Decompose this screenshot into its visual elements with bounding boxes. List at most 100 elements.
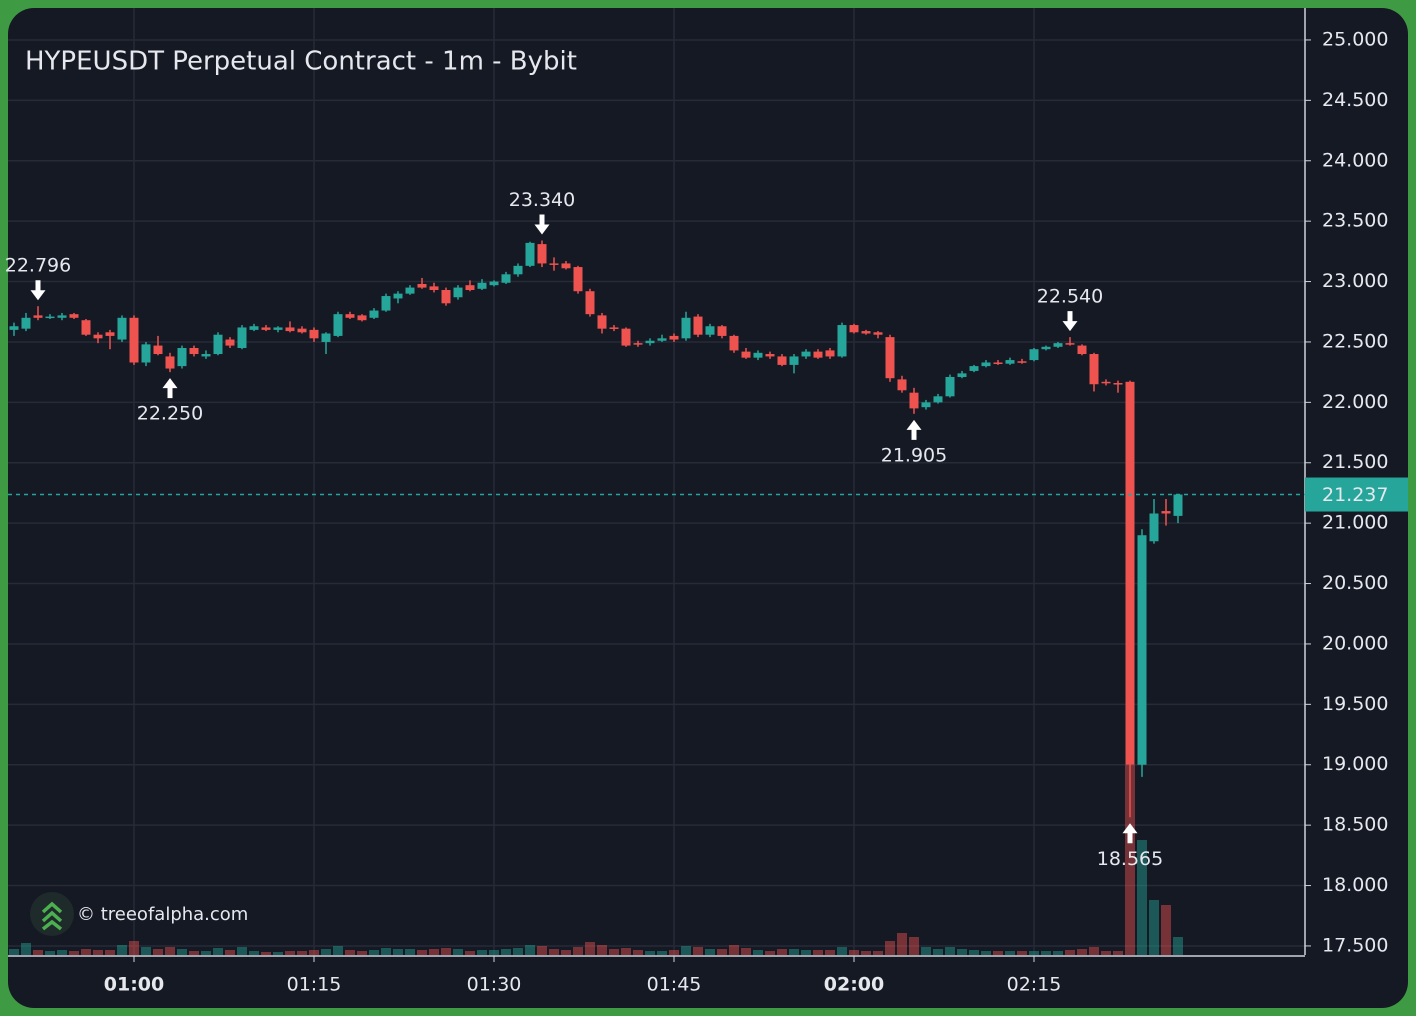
candle-body	[381, 296, 391, 311]
volume-bar	[717, 949, 727, 955]
candle-body	[705, 326, 715, 335]
candle-body	[489, 281, 499, 286]
volume-bar	[933, 949, 943, 955]
volume-bar	[201, 951, 211, 955]
volume-bar	[189, 951, 199, 955]
candle-body	[585, 291, 595, 315]
candle-body	[741, 351, 751, 358]
candle-body	[441, 290, 451, 304]
volume-bar	[993, 951, 1003, 955]
volume-bar	[93, 950, 103, 955]
candle-body	[333, 314, 343, 336]
candle-body	[465, 285, 475, 291]
candle-body	[129, 317, 139, 363]
candle-body	[429, 286, 439, 291]
candle-body	[753, 352, 763, 358]
last-price-label: 21.237	[1322, 484, 1388, 506]
volume-bar	[741, 948, 751, 955]
candle-body	[237, 327, 247, 348]
axes: 17.500 18.000 18.500 19.000 19.500 20.000 20.5…	[8, 28, 1408, 996]
candle-body	[33, 315, 43, 318]
volume-bar	[501, 949, 511, 955]
candle-body	[1161, 511, 1171, 514]
volume-bar	[753, 950, 763, 955]
candle-body	[105, 332, 115, 336]
candle-body	[261, 327, 271, 330]
candle-body	[189, 347, 199, 355]
candle-body	[537, 244, 547, 264]
volume-bar	[45, 951, 55, 955]
y-tick-label: 22.000	[1322, 391, 1388, 413]
y-tick-label: 19.000	[1322, 753, 1388, 775]
volume-bar	[381, 948, 391, 955]
candle-body	[165, 356, 175, 369]
volume-bar	[273, 952, 283, 955]
volume-bar	[429, 949, 439, 955]
candle-body	[957, 373, 967, 377]
volume-bar	[657, 951, 667, 955]
volume-bar	[945, 947, 955, 955]
y-tick-label: 22.500	[1322, 330, 1388, 352]
candle-body	[417, 283, 427, 288]
volume-bar	[165, 947, 175, 955]
candle-body	[789, 356, 799, 365]
candle-body	[981, 362, 991, 367]
volume-bar	[321, 949, 331, 955]
candle-body	[873, 332, 883, 335]
volume-bar	[357, 951, 367, 955]
y-tick-label: 20.500	[1322, 572, 1388, 594]
candle-body	[849, 325, 859, 333]
volume-bar	[261, 952, 271, 955]
candle-body	[813, 351, 823, 358]
volume-bar	[465, 951, 475, 955]
volume-bar	[393, 949, 403, 955]
volume-bar	[849, 950, 859, 955]
volume-bar	[513, 948, 523, 955]
candle-body	[609, 327, 619, 329]
candle-body	[681, 317, 691, 339]
volume-bar	[1065, 950, 1075, 955]
candle-body	[969, 366, 979, 371]
x-tick-label: 02:00	[824, 974, 884, 996]
candle-body	[201, 354, 211, 357]
volume-bar	[297, 951, 307, 955]
y-tick-label: 21.000	[1322, 512, 1388, 534]
annotations: 22.796 22.250 23.340 21.905 22.540 18.565	[5, 189, 1163, 870]
candle-body	[837, 325, 847, 357]
candle-body	[69, 314, 79, 318]
volume-bar	[1041, 951, 1051, 955]
chart-title: HYPEUSDT Perpetual Contract - 1m - Bybit	[25, 47, 577, 77]
candle-body	[825, 350, 835, 357]
candle-body	[357, 315, 367, 321]
candle-body	[1029, 349, 1039, 361]
volume-bar	[873, 951, 883, 955]
annotation-arrow	[30, 280, 46, 301]
annotation-arrow	[1062, 311, 1078, 332]
candle-body	[861, 331, 871, 334]
candle-body	[297, 328, 307, 333]
volume-bar	[345, 950, 355, 955]
candle-body	[645, 340, 655, 344]
y-tick-label: 25.000	[1322, 28, 1388, 50]
candle-body	[1053, 343, 1063, 347]
candle-body	[405, 287, 415, 294]
candle-body	[633, 343, 643, 345]
candle-body	[1173, 494, 1183, 516]
volume-bar	[765, 951, 775, 955]
y-tick-label: 20.000	[1322, 632, 1388, 654]
volume-bar	[801, 950, 811, 955]
volume-bar	[573, 947, 583, 955]
candle-body	[885, 337, 895, 379]
volume-bar	[333, 946, 343, 955]
candle-body	[1077, 345, 1087, 355]
volume-bar	[213, 948, 223, 955]
volume-bar	[561, 950, 571, 955]
y-tick-label: 24.000	[1322, 149, 1388, 171]
volume-bar	[921, 947, 931, 955]
candle-body	[93, 334, 103, 339]
annotation-arrow	[906, 419, 922, 440]
candle-body	[141, 344, 151, 363]
candle-body	[345, 314, 355, 318]
y-tick-label: 19.500	[1322, 693, 1388, 715]
x-tick-label: 01:45	[647, 974, 702, 996]
